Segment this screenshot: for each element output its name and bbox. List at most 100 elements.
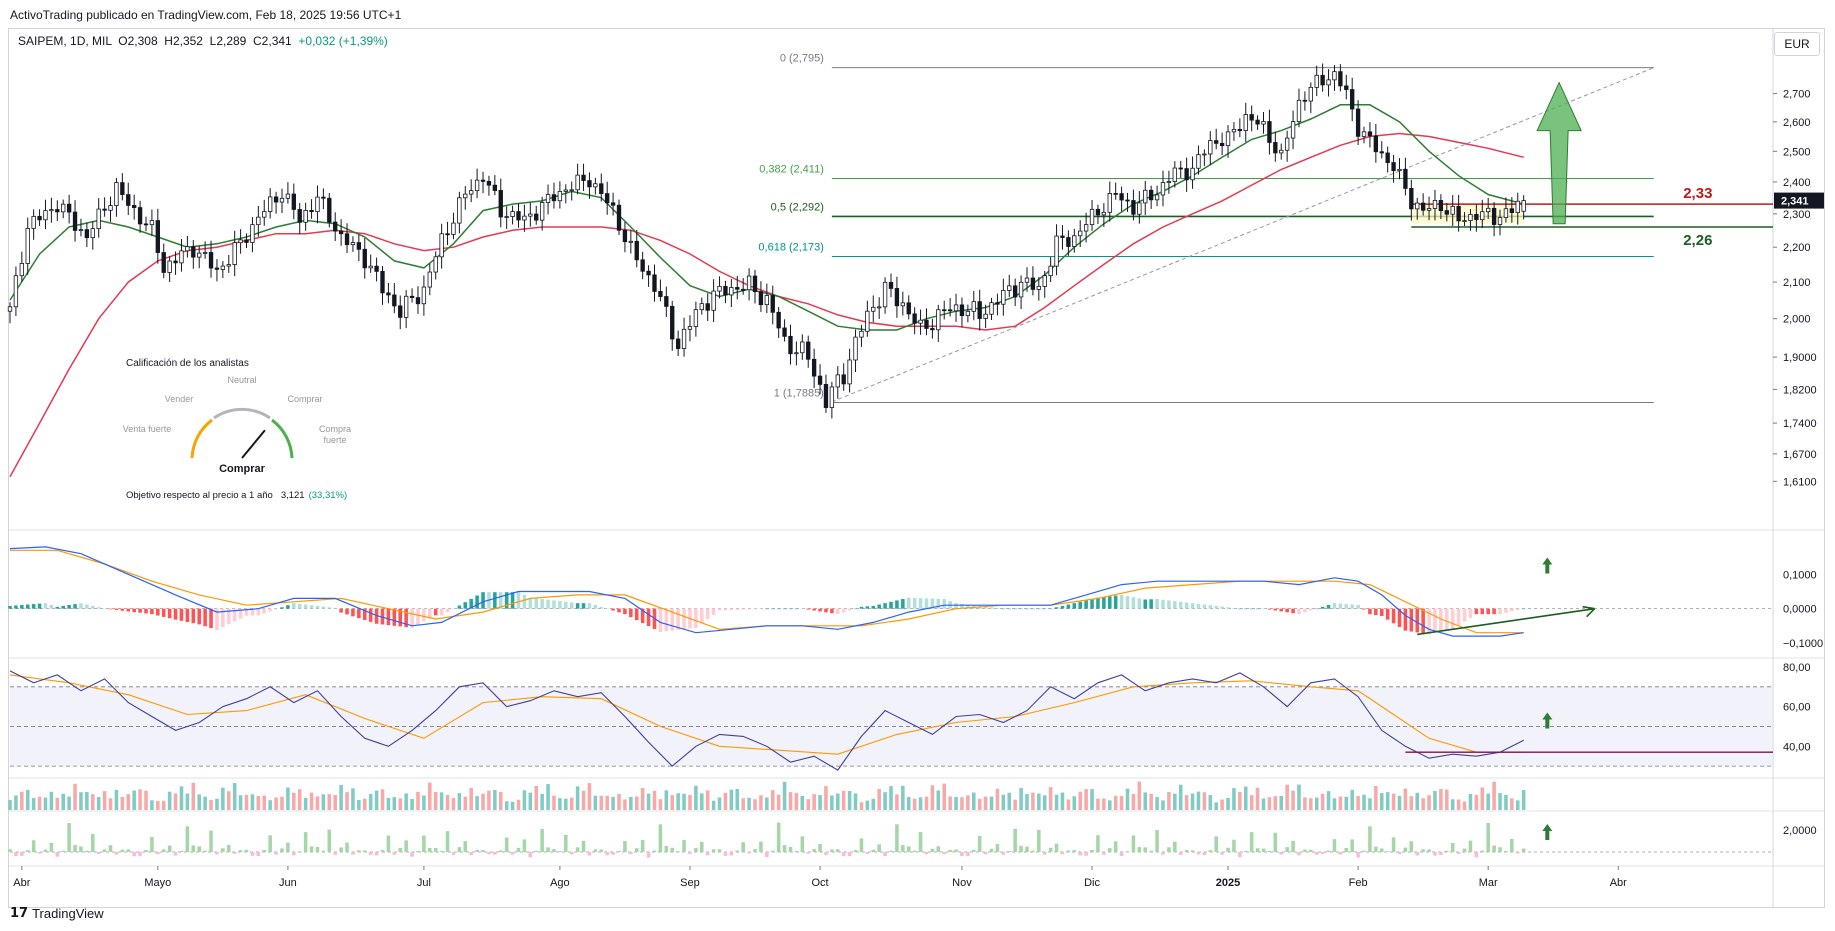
x-tick-label: Abr xyxy=(1610,877,1627,889)
vosc-bar xyxy=(587,852,592,856)
candle-body xyxy=(900,302,905,307)
macd-histogram-bar xyxy=(1368,608,1372,615)
vosc-bar xyxy=(1048,847,1053,852)
candle-body xyxy=(114,182,119,206)
macd-histogram-bar xyxy=(516,592,521,609)
vosc-bar xyxy=(445,831,450,852)
macd-histogram-bar xyxy=(522,594,527,609)
macd-histogram-bar xyxy=(1498,608,1502,615)
volume-bar xyxy=(1143,792,1148,810)
volume-bar xyxy=(368,794,373,810)
macd-divergence-arrowhead xyxy=(1582,605,1596,618)
price-tick-label: 2,300 xyxy=(1783,209,1811,221)
macd-histogram-bar xyxy=(428,608,432,619)
vosc-bar xyxy=(286,842,290,852)
vosc-bar xyxy=(1143,847,1148,852)
candle-body xyxy=(1095,208,1101,216)
volume-bar xyxy=(652,790,657,810)
volume-bar xyxy=(1013,799,1017,810)
volume-bar xyxy=(634,796,639,810)
candle-body xyxy=(427,271,432,288)
candle-body xyxy=(1409,188,1414,210)
vosc-bar xyxy=(250,852,255,856)
candle-body xyxy=(859,330,864,338)
macd-histogram-bar xyxy=(1285,608,1289,613)
vosc-bar xyxy=(244,849,249,852)
volume-bar xyxy=(1072,796,1077,810)
volume-bar xyxy=(1107,800,1112,810)
candle-body xyxy=(664,296,669,307)
volume-bar xyxy=(161,800,166,810)
macd-histogram-bar xyxy=(1090,599,1094,609)
vosc-bar xyxy=(1196,852,1201,855)
price-tick-label: 2,400 xyxy=(1783,177,1811,189)
candle-body xyxy=(344,233,350,246)
volume-bar xyxy=(504,801,509,810)
vosc-bar xyxy=(1515,852,1520,854)
macd-histogram-bar xyxy=(1238,608,1242,610)
macd-histogram-bar xyxy=(8,605,12,609)
volume-bar xyxy=(800,795,805,810)
volume-bar xyxy=(451,797,456,810)
vosc-bar xyxy=(463,841,468,852)
macd-histogram-bar xyxy=(309,605,314,609)
vosc-bar xyxy=(368,852,373,855)
candle-body xyxy=(1225,131,1231,147)
volume-bar xyxy=(895,794,899,810)
macd-histogram-bar xyxy=(457,605,462,609)
vosc-bar xyxy=(392,852,397,855)
macd-histogram-bar xyxy=(274,608,278,610)
macd-histogram-bar xyxy=(782,608,787,610)
vosc-bar xyxy=(1178,852,1183,855)
volume-bar xyxy=(865,800,870,810)
macd-histogram-bar xyxy=(694,608,698,628)
macd-histogram-bar xyxy=(1119,594,1124,609)
candle-body xyxy=(1048,265,1053,277)
volume-bar xyxy=(61,793,65,810)
vosc-bar xyxy=(398,847,403,852)
candle-body xyxy=(49,209,54,212)
volume-bar xyxy=(877,789,881,810)
vosc-bar xyxy=(700,841,704,852)
vosc-bar xyxy=(1474,852,1479,858)
tradingview-footer[interactable]: 17 TradingView xyxy=(10,906,104,921)
vosc-bar xyxy=(1031,850,1035,852)
candle-body xyxy=(1468,214,1473,222)
volume-bar xyxy=(1291,790,1295,810)
vosc-bar xyxy=(1261,848,1266,852)
candle-body xyxy=(811,358,817,377)
vosc-bar xyxy=(741,842,745,852)
candle-body xyxy=(1219,142,1225,147)
volume-bar xyxy=(20,791,24,810)
vosc-bar xyxy=(634,848,639,852)
volume-bar xyxy=(1078,791,1082,810)
candle-body xyxy=(498,190,503,218)
volume-bar xyxy=(1243,786,1248,810)
volume-bar xyxy=(132,790,136,810)
candle-body xyxy=(971,301,976,312)
symbol-ohlc-legend[interactable]: SAIPEM, 1D, MIL O2,308 H2,352 L2,289 C2,… xyxy=(18,34,388,48)
vosc-bar xyxy=(1249,832,1254,852)
volume-bar xyxy=(179,786,184,810)
candle-body xyxy=(1515,200,1520,213)
currency-selector[interactable]: EUR xyxy=(1774,32,1820,56)
vosc-bar xyxy=(770,850,775,852)
macd-histogram-bar xyxy=(1143,599,1148,609)
vosc-bar xyxy=(664,845,669,852)
macd-histogram-bar xyxy=(599,606,604,609)
vosc-bar xyxy=(173,852,178,856)
candle-body xyxy=(238,239,243,244)
vosc-bar xyxy=(469,852,473,856)
volume-bar xyxy=(1368,798,1372,810)
macd-tick-label: −0,1000 xyxy=(1783,638,1823,650)
publisher-line: ActivoTrading publicado en TradingView.c… xyxy=(10,8,402,22)
x-axis: Abr Mayo Jun Jul Ago Sep Oct Nov Dic 2025 Feb Mar Ab… xyxy=(13,866,1627,889)
gauge-needle xyxy=(241,429,266,459)
volume-bar xyxy=(605,795,609,810)
candle-body xyxy=(338,230,344,235)
vosc-bar xyxy=(1255,848,1260,852)
candle-body xyxy=(1113,193,1118,195)
volume-bar xyxy=(498,791,503,810)
vosc-bar xyxy=(1025,846,1029,852)
